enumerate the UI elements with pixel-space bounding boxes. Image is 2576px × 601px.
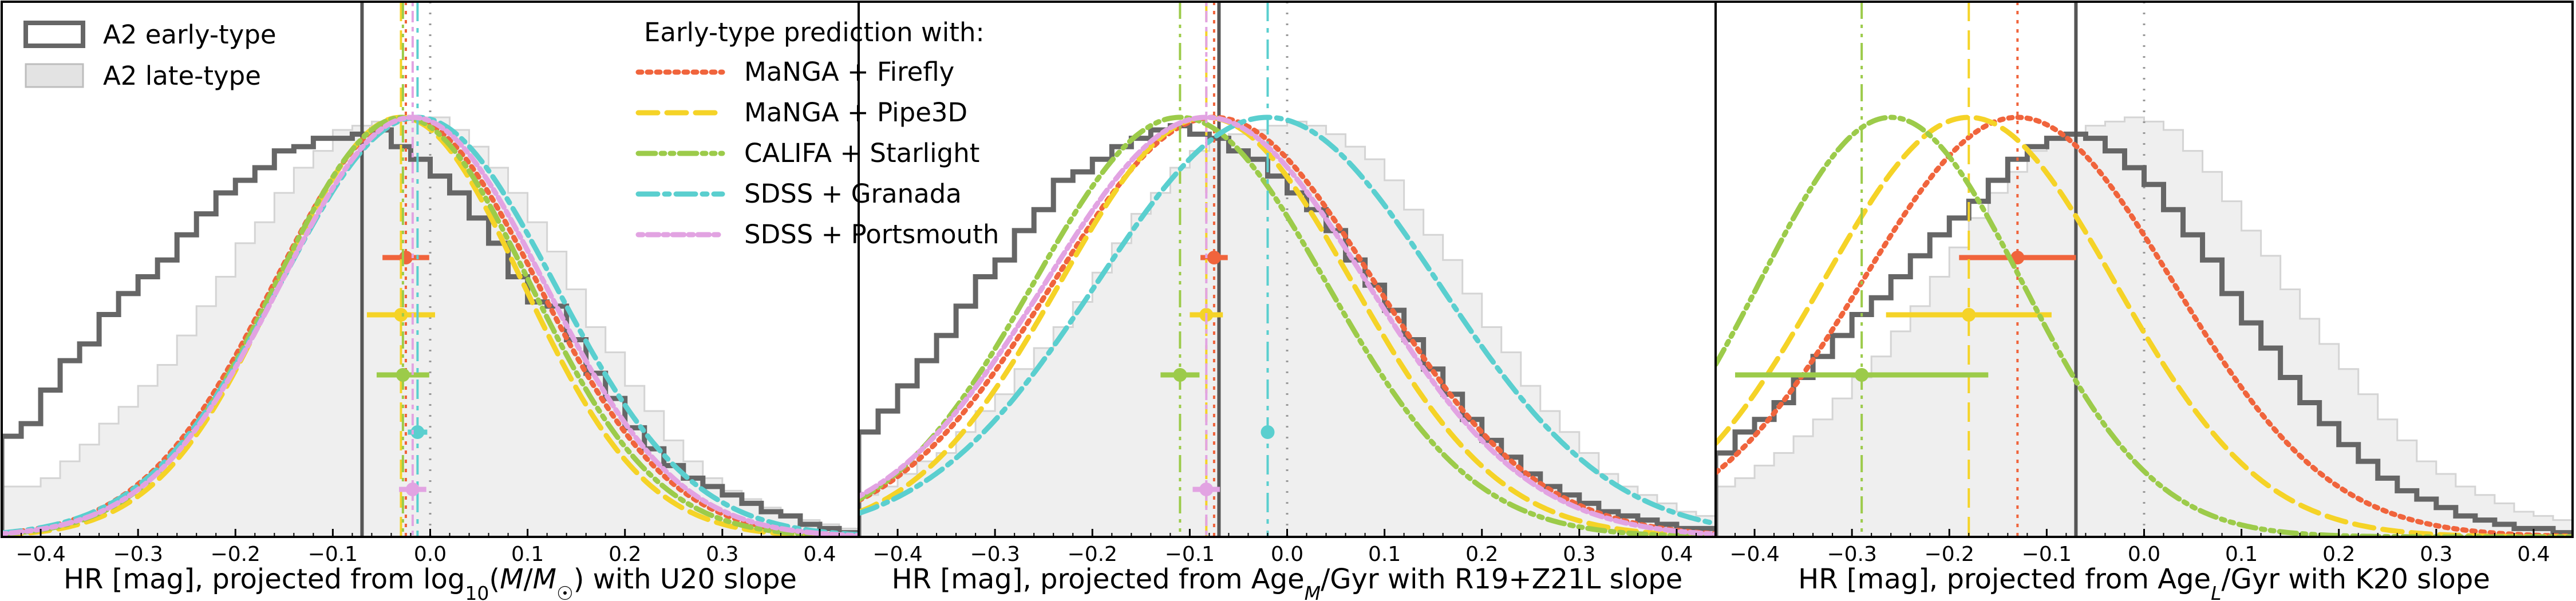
legend-swatch-late bbox=[25, 63, 84, 88]
error-bar-marker bbox=[1173, 368, 1187, 382]
prediction-curve bbox=[859, 114, 1716, 537]
x-axis-label: HR [mag], projected from AgeL/Gyr with K… bbox=[1798, 563, 2490, 601]
x-tick-label: 0.3 bbox=[2420, 543, 2452, 566]
legend-swatch-early bbox=[23, 21, 85, 48]
x-tick-label: 0.4 bbox=[803, 543, 836, 566]
x-tick-label: −0.1 bbox=[308, 543, 358, 566]
legend-title: Early-type prediction with: bbox=[644, 17, 985, 48]
error-bar-marker bbox=[396, 368, 410, 382]
error-bar-marker bbox=[1199, 483, 1214, 496]
x-tick-label: 0.4 bbox=[1660, 543, 1693, 566]
x-tick-label: −0.3 bbox=[1827, 543, 1876, 566]
x-tick-label: 0.3 bbox=[1563, 543, 1595, 566]
panel-1: −0.4 −0.3 −0.2 −0.1 0.0 0.1 0.2 0.3 0.4 HR [mag],… bbox=[1, 1, 860, 601]
x-tick-label: −0.1 bbox=[1165, 543, 1215, 566]
x-axis-label: HR [mag], projected from log10(M/M☉) wit… bbox=[64, 563, 797, 601]
x-tick-label: 0.1 bbox=[1368, 543, 1401, 566]
error-bar-marker bbox=[1962, 308, 1976, 322]
prediction-curve bbox=[1716, 114, 2573, 537]
legend-label: A2 early-type bbox=[103, 19, 276, 50]
x-tick-label: −0.1 bbox=[2022, 543, 2072, 566]
late-type-histogram bbox=[2, 116, 859, 537]
x-tick-label: −0.3 bbox=[970, 543, 1020, 566]
legend-label: MaNGA + Firefly bbox=[744, 57, 954, 87]
x-tick-label: −0.2 bbox=[1925, 543, 1974, 566]
x-tick-label: 0.1 bbox=[511, 543, 544, 566]
x-tick-label: 0.2 bbox=[1465, 543, 1498, 566]
x-tick-label: −0.4 bbox=[872, 543, 922, 566]
x-tick-label: −0.2 bbox=[1068, 543, 1117, 566]
early-type-histogram bbox=[2, 127, 859, 537]
prediction-curve bbox=[2, 114, 859, 537]
x-tick-label: 0.3 bbox=[706, 543, 738, 566]
x-tick-label: 0.1 bbox=[2225, 543, 2258, 566]
x-tick-label: 0.2 bbox=[609, 543, 641, 566]
x-tick-label: −0.4 bbox=[1729, 543, 1779, 566]
legend: A2 early-type A2 late-type Early-type pred… bbox=[23, 17, 999, 250]
prediction-curve bbox=[1716, 114, 2573, 537]
error-bar-marker bbox=[394, 308, 408, 322]
x-tick-label: −0.3 bbox=[113, 543, 163, 566]
legend-label: A2 late-type bbox=[103, 61, 261, 91]
error-bar-marker bbox=[410, 425, 425, 439]
x-tick-label: 0.0 bbox=[1271, 543, 1303, 566]
x-tick-label: 0.2 bbox=[2322, 543, 2355, 566]
error-bar-marker bbox=[405, 483, 420, 496]
legend-label: MaNGA + Pipe3D bbox=[744, 97, 967, 128]
prediction-curve bbox=[859, 114, 1716, 537]
legend-label: SDSS + Granada bbox=[744, 179, 962, 209]
x-tick-label: −0.4 bbox=[15, 543, 65, 566]
panel-2: −0.4 −0.3 −0.2 −0.1 0.0 0.1 0.2 0.3 0.4HR [mag],… bbox=[858, 1, 1717, 601]
prediction-curve bbox=[859, 114, 1716, 536]
x-tick-label: 0.0 bbox=[2128, 543, 2160, 566]
error-bar-marker bbox=[1855, 368, 1869, 382]
early-type-histogram bbox=[1716, 131, 2573, 537]
prediction-curve bbox=[859, 114, 1716, 527]
panel-3: −0.4 −0.3 −0.2 −0.1 0.0 0.1 0.2 0.3 0.4 HR [mag],… bbox=[1714, 1, 2574, 601]
error-bar-marker bbox=[1207, 251, 1221, 264]
x-tick-label: 0.0 bbox=[414, 543, 447, 566]
error-bar-marker bbox=[1261, 425, 1275, 439]
prediction-curve bbox=[859, 114, 1716, 537]
x-tick-label: −0.2 bbox=[211, 543, 260, 566]
legend-label: CALIFA + Starlight bbox=[744, 138, 979, 168]
x-axis-label: HR [mag], projected from AgeM/Gyr with R… bbox=[892, 563, 1683, 601]
x-tick-label: 0.4 bbox=[2517, 543, 2550, 566]
legend-label: SDSS + Portsmouth bbox=[744, 219, 999, 250]
